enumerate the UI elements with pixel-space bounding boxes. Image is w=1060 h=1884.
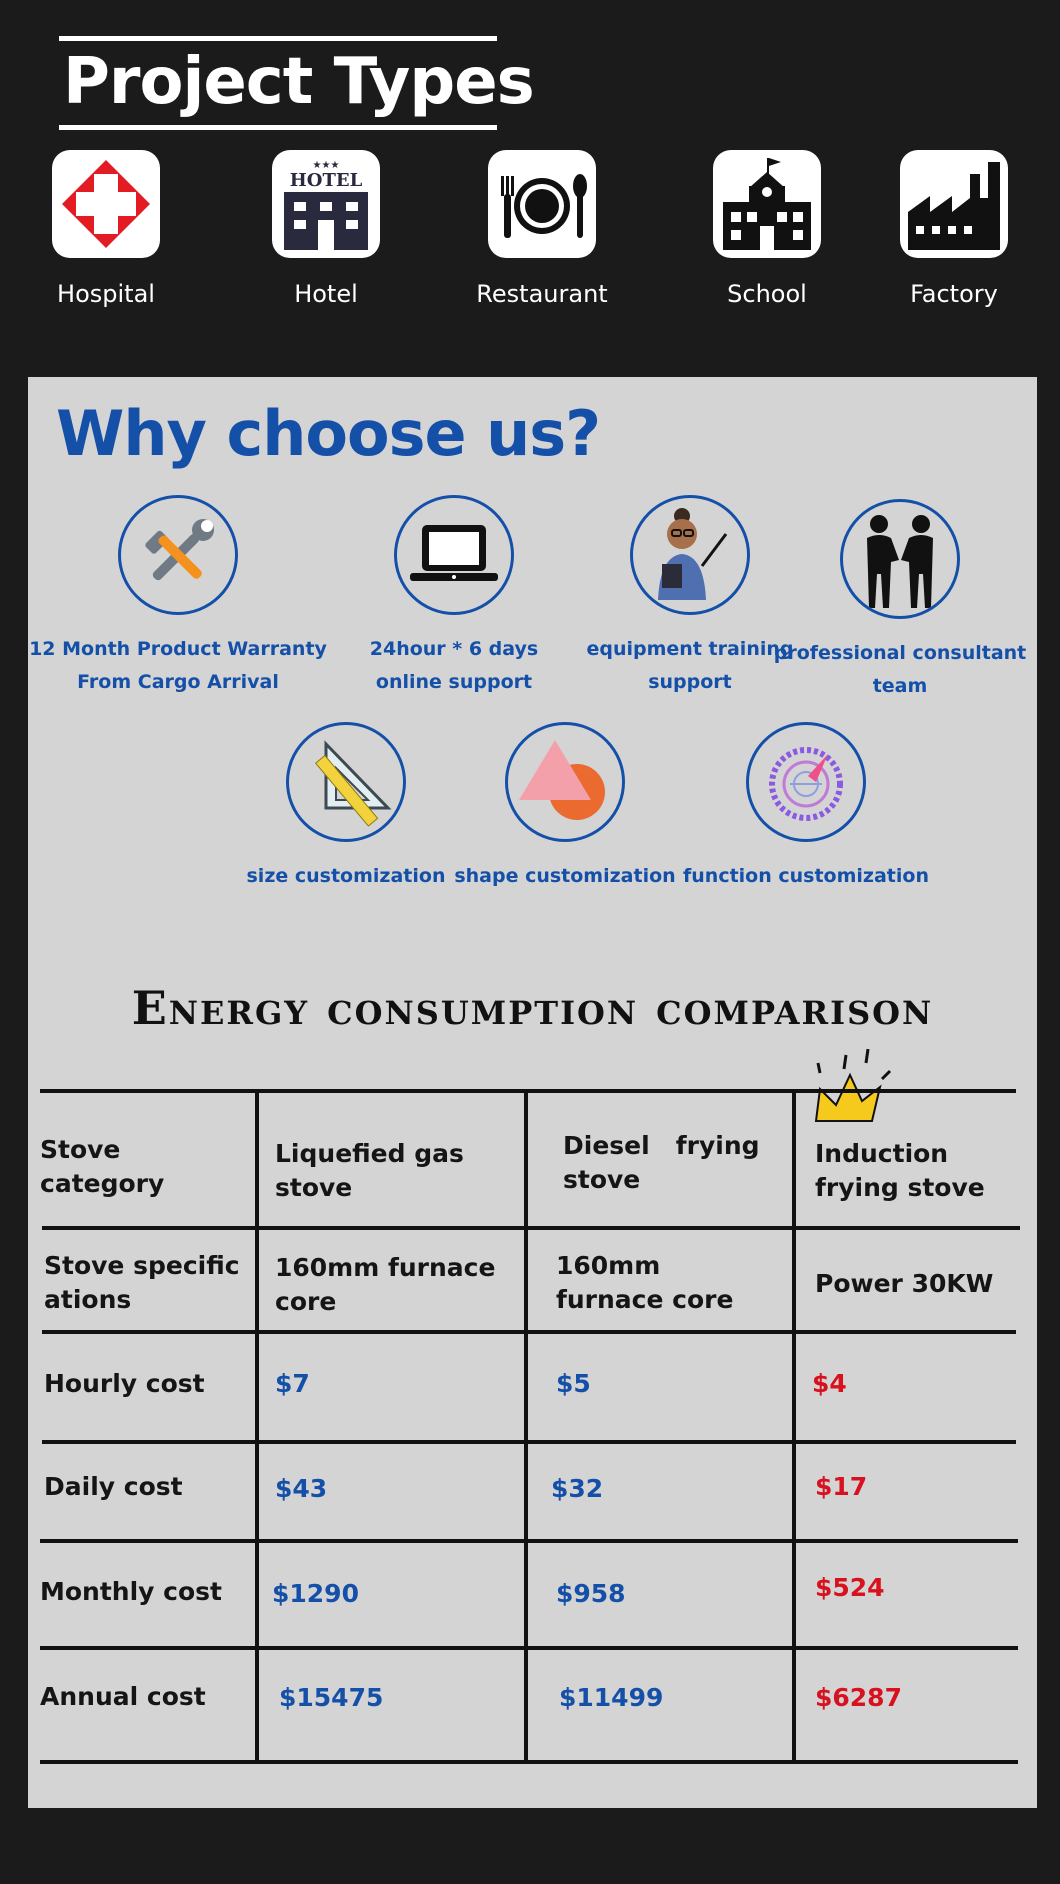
table-border bbox=[42, 1330, 1016, 1334]
trainer-icon bbox=[630, 495, 750, 615]
ruler-triangle-icon bbox=[286, 722, 406, 842]
row-monthly-col1: $1290 bbox=[272, 1579, 359, 1608]
table-border bbox=[524, 1091, 528, 1762]
row-label-annual: Annual cost bbox=[40, 1682, 206, 1711]
feature-label: size customization bbox=[246, 865, 446, 887]
feature-label: equipment training support bbox=[586, 638, 794, 693]
project-type-label: Factory bbox=[910, 280, 998, 308]
table-border bbox=[42, 1226, 1020, 1230]
row-label-monthly: Monthly cost bbox=[40, 1577, 222, 1606]
dial-icon bbox=[746, 722, 866, 842]
project-type-label: School bbox=[727, 280, 807, 308]
project-type-factory[interactable]: Factory bbox=[864, 150, 1044, 308]
row-label-specifications: Stove specifications bbox=[44, 1251, 240, 1314]
table-header-col3: Induction frying stove bbox=[815, 1139, 985, 1202]
row-monthly-col2: $958 bbox=[556, 1579, 626, 1608]
row-hourly-col2: $5 bbox=[556, 1369, 591, 1398]
feature-warranty: 12 Month Product Warranty From Cargo Arri… bbox=[28, 495, 328, 699]
feature-label: shape customization bbox=[454, 865, 676, 887]
project-type-label: Restaurant bbox=[476, 280, 608, 308]
hotel-building-icon: ★★★ HOTEL bbox=[272, 150, 380, 258]
row-hourly-col3: $4 bbox=[812, 1369, 847, 1398]
factory-icon bbox=[900, 150, 1008, 258]
tools-icon bbox=[118, 495, 238, 615]
project-type-school[interactable]: School bbox=[677, 150, 857, 308]
project-type-hospital[interactable]: Hospital bbox=[16, 150, 196, 308]
laptop-icon bbox=[394, 495, 514, 615]
table-header-label: Stove category bbox=[40, 1135, 165, 1198]
row-specs-col1: 160mm furnace core bbox=[275, 1253, 496, 1316]
plate-fork-spoon-icon bbox=[488, 150, 596, 258]
table-border bbox=[255, 1091, 259, 1762]
table-border bbox=[42, 1440, 1016, 1444]
feature-label: 24hour * 6 days online support bbox=[369, 638, 539, 693]
feature-label: function customization bbox=[683, 865, 929, 887]
row-annual-col2: $11499 bbox=[559, 1683, 664, 1712]
project-types-title-box: Project Types bbox=[59, 36, 535, 130]
table-border bbox=[40, 1646, 1018, 1650]
row-annual-col1: $15475 bbox=[279, 1683, 384, 1712]
project-type-hotel[interactable]: ★★★ HOTEL Hotel bbox=[236, 150, 416, 308]
school-building-icon bbox=[713, 150, 821, 258]
hotel-sign: HOTEL bbox=[290, 170, 363, 191]
table-border bbox=[40, 1760, 1018, 1764]
table-header-col2: Diesel frying stove bbox=[563, 1131, 769, 1194]
table-border bbox=[40, 1539, 1018, 1543]
energy-comparison-title: Energy consumption comparison bbox=[131, 981, 934, 1035]
hospital-cross-icon bbox=[52, 150, 160, 258]
feature-label: 12 Month Product Warranty From Cargo Arri… bbox=[29, 638, 327, 693]
shapes-icon bbox=[505, 722, 625, 842]
svg-text:★★★: ★★★ bbox=[313, 160, 340, 171]
row-label-hourly: Hourly cost bbox=[44, 1369, 205, 1398]
info-panel: Why choose us? 12 Month Product Warranty… bbox=[28, 377, 1037, 1808]
table-header-col1: Liquefied gas stove bbox=[275, 1139, 464, 1202]
feature-function-customization: function customization bbox=[656, 722, 956, 893]
row-monthly-col3: $524 bbox=[815, 1573, 885, 1602]
project-type-label: Hospital bbox=[57, 280, 155, 308]
row-hourly-col1: $7 bbox=[275, 1369, 310, 1398]
feature-consultant: professional consultant team bbox=[750, 499, 1050, 703]
row-daily-col3: $17 bbox=[815, 1472, 868, 1501]
row-daily-col1: $43 bbox=[275, 1474, 328, 1503]
project-type-restaurant[interactable]: Restaurant bbox=[452, 150, 632, 308]
feature-online-support: 24hour * 6 days online support bbox=[304, 495, 604, 699]
project-type-label: Hotel bbox=[294, 280, 358, 308]
project-types-title: Project Types bbox=[63, 45, 535, 119]
row-daily-col2: $32 bbox=[551, 1474, 604, 1503]
row-specs-col2: 160mm furnace core bbox=[556, 1251, 734, 1314]
table-border bbox=[792, 1091, 796, 1762]
feature-training: equipment training support bbox=[540, 495, 840, 699]
table-border bbox=[40, 1089, 1016, 1093]
feature-shape-customization: shape customization bbox=[410, 722, 720, 893]
row-annual-col3: $6287 bbox=[815, 1683, 902, 1712]
handshake-icon bbox=[840, 499, 960, 619]
why-choose-us-title: Why choose us? bbox=[56, 397, 601, 470]
feature-size-customization: size customization bbox=[196, 722, 496, 893]
row-specs-col3: Power 30KW bbox=[815, 1269, 994, 1298]
feature-label: professional consultant team bbox=[773, 642, 1027, 697]
row-label-daily: Daily cost bbox=[44, 1472, 183, 1501]
